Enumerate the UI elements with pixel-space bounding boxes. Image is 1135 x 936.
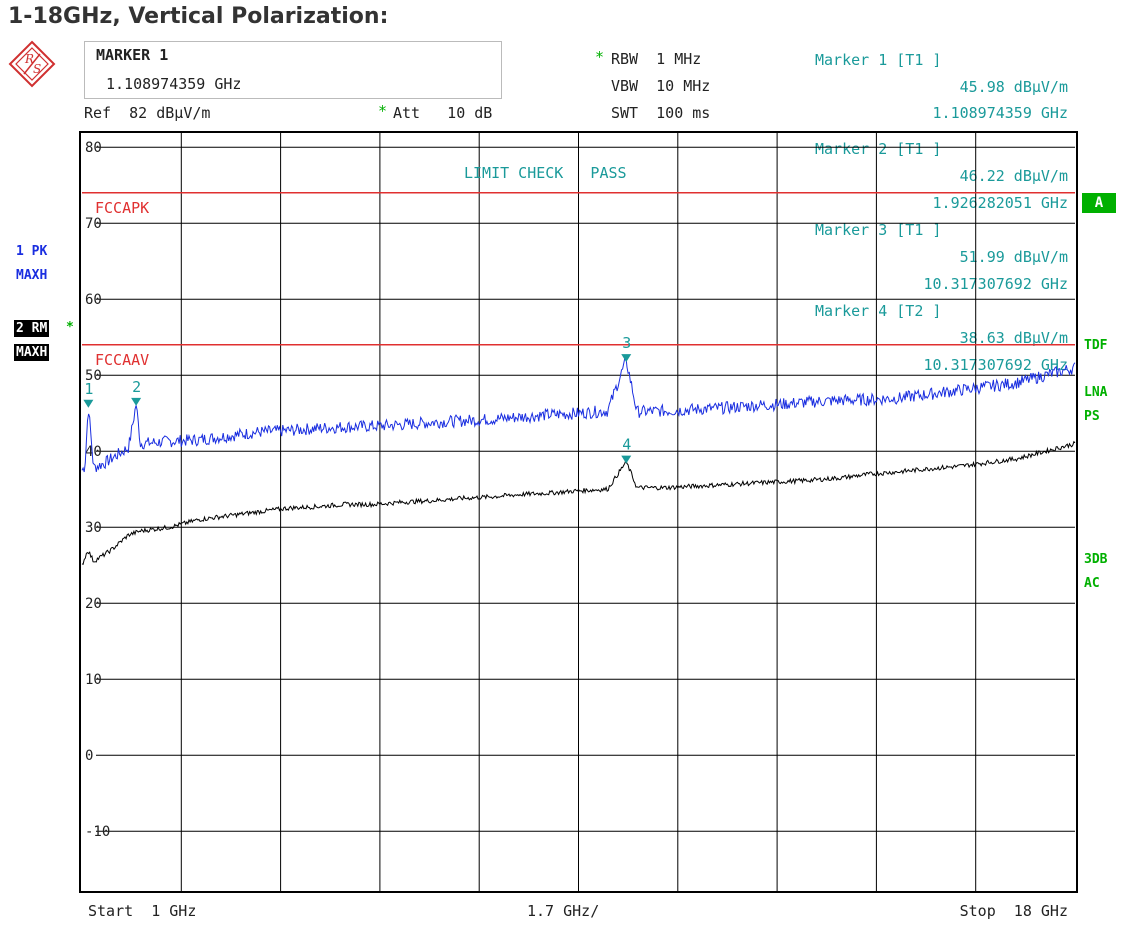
span-per-div: 1.7 GHz/ [527,902,600,920]
tdf-label: TDF [1084,338,1108,353]
y-tick-label: 60 [85,292,102,308]
rbw: RBW 1 MHz [611,50,702,68]
marker2-level: 46.22 dBµV/m [959,167,1068,185]
y-tick-label: 40 [85,444,102,460]
y-tick-label: 0 [85,748,93,764]
y-tick-label: -10 [85,824,110,840]
trace-2 [81,440,1076,566]
rohde-schwarz-logo: R S [8,40,56,88]
ps-label: PS [1084,409,1100,424]
traces [81,354,1076,566]
trace1-mode: MAXH [16,268,48,283]
marker1-level: 45.98 dBµV/m [959,78,1068,96]
svg-text:R: R [24,52,34,66]
limit-label-fccapk: FCCAPK [95,199,149,217]
limit-label-fccaav: FCCAAV [95,351,149,369]
marker-3-symbol [621,354,632,363]
lna-label: LNA [1084,385,1108,400]
trace1-detector: 1 PK [16,244,48,259]
grid [82,132,1075,892]
marker-4-symbol [621,455,632,464]
marker-symbols: 1 2 3 4 [83,334,631,464]
ref-level: Ref 82 dBµV/m [84,104,211,122]
trace2-mode-badge: MAXH [14,344,50,361]
y-tick-label: 50 [85,368,102,384]
marker4-label: Marker 4 [T2 ] [815,302,942,320]
marker-info-box [84,41,502,99]
marker-box-title: MARKER 1 [96,46,169,64]
vbw: VBW 10 MHz [611,77,711,95]
marker-1-symbol [83,399,94,408]
start-frequency: Start 1 GHz [88,902,197,920]
svg-text:S: S [33,62,41,76]
attenuation: Att 10 dB [393,104,493,122]
3db-label: 3DB [1084,552,1108,567]
marker-2-symbol [131,397,142,406]
marker3-label: Marker 3 [T1 ] [815,221,942,239]
att-star: * [378,102,388,120]
marker1-freq: 1.108974359 GHz [932,104,1068,122]
marker-4-label: 4 [622,436,631,454]
marker-2-label: 2 [132,378,141,396]
limit-lines: FCCAPK FCCAAV [82,192,1075,369]
marker-3-label: 3 [622,334,631,352]
marker2-freq: 1.926282051 GHz [932,194,1068,212]
y-tick-label: 20 [85,596,102,612]
y-tick-label: 10 [85,672,102,688]
marker4-freq: 10.317307692 GHz [923,356,1069,374]
marker1-label: Marker 1 [T1 ] [815,51,942,69]
y-tick-labels: 80 70 60 50 40 30 20 10 0 -10 [85,140,110,840]
marker4-level: 38.63 dBµV/m [959,329,1068,347]
marker2-label: Marker 2 [T1 ] [815,140,942,158]
trace-1 [81,354,1076,473]
marker3-freq: 10.317307692 GHz [923,275,1069,293]
swt: SWT 100 ms [611,104,711,122]
rbw-star: * [595,48,605,66]
page-title: 1-18GHz, Vertical Polarization: [8,4,389,29]
marker-1-label: 1 [84,380,93,398]
y-tick-label: 30 [85,520,102,536]
limit-check-status: LIMIT CHECK PASS [464,164,627,182]
a-badge: A [1082,193,1116,213]
marker-box-value: 1.108974359 GHz [106,75,242,93]
y-tick-label: 70 [85,216,102,232]
ac-label: AC [1084,576,1100,591]
trace2-detector-badge: 2 RM [14,320,50,337]
y-tick-label: 80 [85,140,102,156]
marker3-level: 51.99 dBµV/m [959,248,1068,266]
stop-frequency: Stop 18 GHz [959,902,1068,920]
trace2-star: * [66,320,74,335]
